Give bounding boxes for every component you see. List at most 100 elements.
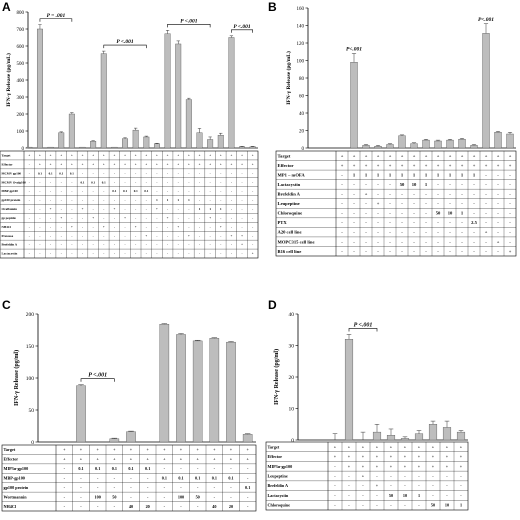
table-cell-c: + xyxy=(230,457,233,462)
table-cell-b: - xyxy=(425,192,427,197)
table-cell-b: - xyxy=(485,211,487,216)
table-cell-c: - xyxy=(147,494,149,499)
table-cell-b: - xyxy=(497,211,499,216)
table-cell-c: - xyxy=(114,504,116,509)
table-cell-b: + xyxy=(461,153,464,158)
table-cell-b: + xyxy=(497,239,500,244)
table-cell-b: - xyxy=(389,211,391,216)
table-cell-b: - xyxy=(509,192,511,197)
table-cell-b: + xyxy=(473,153,476,158)
table-cell-a: - xyxy=(252,180,253,184)
table-cell-a: 0.1 xyxy=(59,171,63,175)
table-cell-d: - xyxy=(404,503,406,508)
table-cell-a: - xyxy=(93,207,94,211)
table-row-label-c: Effector xyxy=(4,457,19,462)
table-row-label-d: Effector xyxy=(268,454,283,459)
table-cell-d: + xyxy=(376,464,379,469)
table-cell-a: - xyxy=(178,216,179,220)
table-cell-a: 0.1 xyxy=(91,180,95,184)
table-cell-d: + xyxy=(418,444,421,449)
table-cell-a: - xyxy=(71,216,72,220)
table-cell-c: - xyxy=(64,475,66,480)
table-cell-a: + xyxy=(252,154,254,158)
table-cell-d: + xyxy=(460,464,463,469)
table-cell-a: - xyxy=(210,180,211,184)
table-cell-c: + xyxy=(80,457,83,462)
table-cell-a: - xyxy=(103,234,104,238)
y-tick-label-a: 800 xyxy=(17,11,25,16)
y-tick-label-b: 140 xyxy=(297,24,305,29)
table-cell-a: - xyxy=(167,234,168,238)
table-cell-b: - xyxy=(509,230,511,235)
table-cell-c: 0.1 xyxy=(228,475,233,480)
table-cell-a: - xyxy=(178,252,179,256)
table-cell-a: - xyxy=(39,252,40,256)
y-tick-label-c: 100 xyxy=(26,376,35,382)
table-cell-a: - xyxy=(252,216,253,220)
table-cell-b: - xyxy=(509,239,511,244)
table-row-label-b: Target xyxy=(278,153,291,158)
table-cell-b: - xyxy=(473,211,475,216)
table-cell-a: - xyxy=(50,180,51,184)
table-cell-a: - xyxy=(231,189,232,193)
table-cell-b: - xyxy=(437,182,439,187)
table-cell-d: - xyxy=(446,493,448,498)
table-cell-a: - xyxy=(114,198,115,202)
table-cell-a: - xyxy=(252,207,253,211)
table-row-label-c: MBP-gp100 xyxy=(4,475,25,480)
table-cell-a: - xyxy=(188,171,189,175)
bar-a xyxy=(175,43,182,149)
table-cell-b: 1 xyxy=(389,172,392,177)
table-cell-d: - xyxy=(432,473,434,478)
table-cell-b: - xyxy=(389,182,391,187)
table-cell-a: - xyxy=(242,198,243,202)
table-cell-d: 10 xyxy=(445,503,449,508)
table-cell-a: - xyxy=(156,216,157,220)
table-cell-a: - xyxy=(167,171,168,175)
table-cell-a: + xyxy=(230,154,232,158)
y-tick-label-b: 100 xyxy=(297,59,305,64)
y-tick-label-b: 80 xyxy=(299,77,305,82)
table-cell-a: + xyxy=(241,154,243,158)
table-cell-a: - xyxy=(146,243,147,247)
table-cell-a: - xyxy=(146,198,147,202)
table-cell-a: - xyxy=(231,171,232,175)
table-row-label-c: Wortmannin xyxy=(4,494,28,499)
table-cell-a: - xyxy=(146,207,147,211)
table-cell-c: 50 xyxy=(112,494,116,499)
table-cell-a: + xyxy=(71,154,73,158)
table-cell-a: + xyxy=(156,207,158,211)
table-cell-c: - xyxy=(180,466,182,471)
table-cell-c: 0.1 xyxy=(178,475,183,480)
table-cell-a: 1 xyxy=(188,198,190,202)
table-cell-b: 1 xyxy=(413,172,416,177)
bar-a xyxy=(196,132,203,149)
table-cell-b: - xyxy=(509,172,511,177)
table-cell-a: - xyxy=(231,198,232,202)
table-cell-b: - xyxy=(401,211,403,216)
table-cell-a: - xyxy=(61,189,62,193)
table-row-label-a: MCMV Ovalg100 xyxy=(2,180,27,184)
table-cell-a: + xyxy=(82,154,84,158)
table-cell-a: - xyxy=(199,216,200,220)
table-cell-a: - xyxy=(156,189,157,193)
table-cell-b: - xyxy=(497,172,499,177)
table-cell-a: 1 xyxy=(220,207,222,211)
table-cell-b: - xyxy=(353,192,355,197)
table-row-label-c: gp100 protein xyxy=(4,485,29,490)
table-cell-c: 0.1 xyxy=(112,466,117,471)
table-cell-b: - xyxy=(437,230,439,235)
table-cell-c: 0.1 xyxy=(245,485,250,490)
table-cell-a: - xyxy=(29,171,30,175)
bar-b xyxy=(350,62,358,149)
table-cell-d: - xyxy=(460,493,462,498)
table-cell-a: + xyxy=(188,234,190,238)
bar-b xyxy=(434,140,442,149)
bar-d xyxy=(400,438,410,441)
table-cell-a: - xyxy=(39,180,40,184)
table-row-label-d: Lactacystin xyxy=(268,493,289,498)
table-cell-b: - xyxy=(485,182,487,187)
table-cell-a: + xyxy=(103,225,105,229)
table-cell-a: - xyxy=(188,180,189,184)
table-cell-a: + xyxy=(177,225,179,229)
